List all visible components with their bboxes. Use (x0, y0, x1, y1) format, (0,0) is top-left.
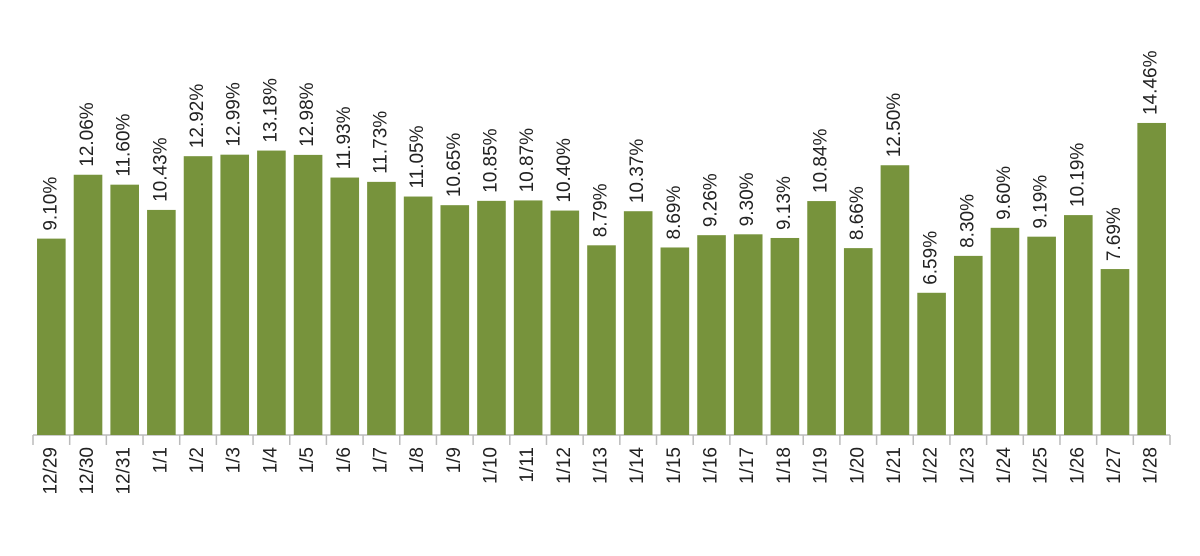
value-label: 11.60% (114, 114, 135, 177)
x-tick-label: 1/7 (370, 447, 391, 473)
x-tick-label: 1/26 (1067, 447, 1088, 484)
bar (697, 235, 726, 435)
value-label: 13.18% (260, 78, 281, 143)
value-label: 10.85% (480, 128, 501, 193)
value-label: 12.98% (297, 82, 318, 147)
x-tick-label: 1/6 (334, 447, 355, 473)
value-label: 10.37% (627, 139, 648, 204)
x-tick-label: 1/17 (737, 447, 758, 484)
value-label: 10.40% (554, 138, 575, 203)
x-tick-label: 12/31 (114, 447, 135, 495)
bar (880, 165, 910, 435)
x-tick-label: 1/5 (297, 447, 318, 473)
x-tick-label: 1/16 (701, 447, 722, 484)
value-label: 12.99% (224, 82, 245, 147)
bar (147, 209, 176, 435)
bar (403, 196, 433, 435)
value-label: 8.30% (957, 194, 978, 248)
bar (37, 238, 66, 435)
bar (917, 292, 946, 435)
value-label: 14.46% (1141, 50, 1162, 115)
bar (550, 210, 580, 435)
x-tick-label: 1/21 (884, 447, 905, 484)
bar (110, 184, 139, 435)
x-tick-label: 1/19 (811, 447, 832, 484)
value-label: 12.92% (187, 84, 208, 149)
x-tick-label: 1/23 (957, 447, 978, 484)
bar (1137, 122, 1166, 436)
bar (770, 237, 800, 435)
x-tick-label: 1/24 (994, 447, 1015, 484)
x-tick-label: 1/13 (591, 447, 612, 484)
x-tick-label: 1/1 (150, 447, 171, 473)
value-label: 8.66% (847, 186, 868, 240)
bar (73, 174, 103, 436)
x-tick-label: 1/12 (554, 447, 575, 484)
x-tick-label: 1/11 (517, 447, 538, 483)
x-tick-label: 1/2 (187, 447, 208, 473)
x-tick-label: 1/15 (664, 447, 685, 484)
x-tick-label: 1/20 (847, 447, 868, 484)
bar (807, 201, 836, 435)
bar (1064, 215, 1093, 435)
bar (660, 247, 690, 435)
value-label: 7.69% (1104, 207, 1125, 261)
bar (1027, 236, 1056, 435)
bar (587, 245, 616, 435)
value-label: 6.59% (921, 231, 942, 285)
x-tick-label: 1/4 (260, 447, 281, 474)
bar (257, 150, 286, 435)
x-tick-label: 1/25 (1031, 447, 1052, 484)
bar (477, 200, 506, 435)
x-tick-label: 1/8 (407, 447, 428, 473)
value-label: 9.60% (994, 166, 1015, 220)
x-tick-label: 1/27 (1104, 447, 1125, 484)
value-label: 9.26% (701, 173, 722, 227)
bar (293, 154, 323, 435)
x-tick-label: 1/14 (627, 447, 648, 484)
x-tick-label: 1/22 (921, 447, 942, 484)
value-label: 8.79% (591, 183, 612, 237)
value-label: 8.69% (664, 185, 685, 239)
bar (513, 200, 543, 435)
value-label: 9.13% (774, 176, 795, 230)
value-label: 10.87% (517, 128, 538, 193)
bar (953, 255, 983, 435)
bar (843, 248, 873, 435)
value-label: 9.19% (1031, 175, 1052, 229)
value-label: 12.50% (884, 93, 905, 158)
value-label: 10.19% (1067, 143, 1088, 208)
x-tick-label: 12/30 (77, 447, 98, 495)
bar (183, 156, 213, 435)
value-label: 10.84% (811, 129, 832, 194)
value-label: 12.06% (77, 102, 98, 167)
x-tick-label: 1/28 (1141, 447, 1162, 484)
bar (330, 177, 360, 435)
value-label: 11.93% (334, 106, 355, 169)
x-tick-label: 1/18 (774, 447, 795, 484)
x-tick-label: 12/29 (40, 447, 61, 495)
value-label: 11.73% (370, 111, 391, 174)
bar (367, 181, 396, 435)
bar (440, 205, 470, 435)
bar (990, 227, 1020, 435)
value-label: 10.65% (444, 133, 465, 198)
bar (1100, 269, 1130, 435)
value-label: 9.10% (40, 177, 61, 231)
bar (623, 211, 653, 435)
value-label: 10.43% (150, 137, 171, 202)
value-label: 9.30% (737, 172, 758, 226)
bar (220, 154, 250, 436)
x-tick-label: 1/9 (444, 447, 465, 473)
bar (733, 234, 763, 435)
x-tick-label: 1/3 (224, 447, 245, 473)
x-tick-label: 1/10 (480, 447, 501, 484)
value-label: 11.05% (407, 125, 428, 188)
